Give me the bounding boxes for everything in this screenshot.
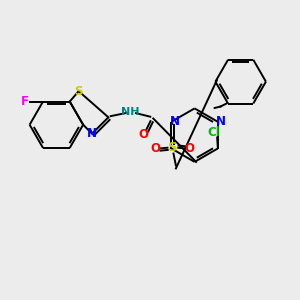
Text: N: N (170, 115, 180, 128)
Text: O: O (150, 142, 160, 155)
Text: O: O (138, 128, 148, 141)
Text: S: S (74, 85, 83, 98)
Text: S: S (168, 140, 178, 154)
Text: N: N (87, 127, 97, 140)
Text: NH: NH (122, 107, 140, 117)
Text: F: F (21, 95, 29, 108)
Text: N: N (216, 115, 226, 128)
Text: O: O (184, 142, 194, 155)
Text: Cl: Cl (208, 126, 220, 139)
